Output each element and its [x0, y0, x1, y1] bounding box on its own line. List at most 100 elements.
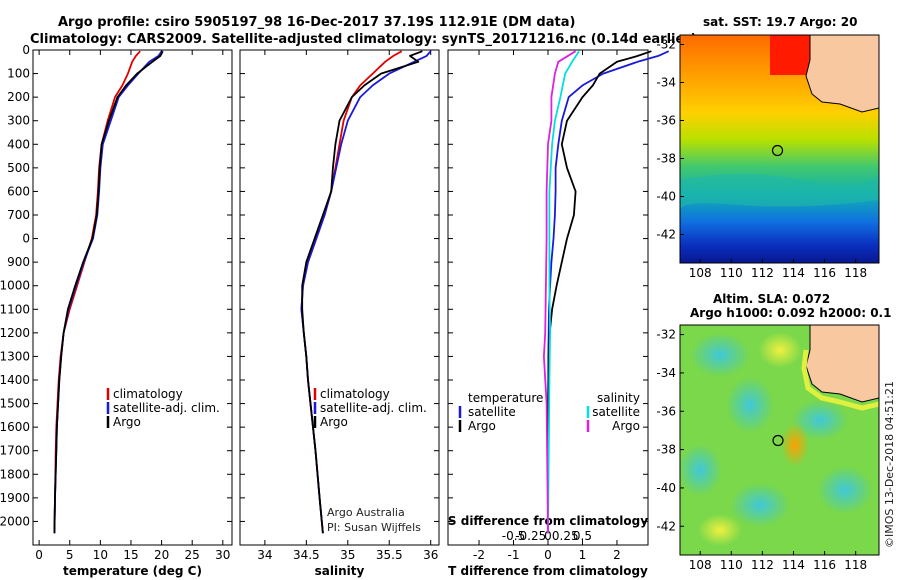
legend-entry: Argo [612, 419, 640, 433]
map-y-tick-label: -36 [656, 404, 676, 418]
y-tick-label: 900 [7, 255, 30, 269]
title-line-2: Climatology: CARS2009. Satellite-adjuste… [30, 32, 697, 47]
map-x-tick-label: 110 [720, 558, 743, 572]
sla-argo-marker [772, 434, 784, 447]
legend-entry: Argo [468, 419, 496, 433]
map-y-tick-label: -36 [656, 114, 676, 128]
map-y-tick-label: -42 [656, 519, 676, 533]
y-tick-label: 0 [22, 232, 30, 246]
map-y-tick-label: -42 [656, 228, 676, 242]
map-x-tick-label: 118 [844, 266, 867, 280]
map-x-tick-label: 112 [751, 266, 774, 280]
y-tick-label: 0 [22, 43, 30, 57]
x-tick-label: 35.5 [376, 548, 403, 562]
y-tick-label: 700 [7, 208, 30, 222]
x-tick-label: 34.5 [293, 548, 320, 562]
x-axis-label: temperature (deg C) [63, 564, 202, 578]
map-y-tick-label: -38 [656, 152, 676, 166]
sla-map-title: Altim. SLA: 0.072 [713, 292, 830, 306]
y-tick-label: 2000 [0, 514, 30, 528]
map-y-tick-label: -40 [656, 190, 676, 204]
sst-map-ticks: 108 110 112 114 116 118 -32 -34 -36 -38 -40 -42 [656, 38, 867, 281]
s-tick-label: 0.5 [573, 529, 592, 543]
y-tick-label: 1200 [0, 326, 30, 340]
y-tick-label: 1000 [0, 279, 30, 293]
sla-coast-land [805, 325, 879, 403]
x-tick-label: 2 [613, 548, 621, 562]
legend-entry: satellite [468, 405, 516, 419]
legend-entry: Argo [320, 415, 348, 429]
series-line-temperature-argo [547, 50, 652, 534]
sla-blob-3 [792, 400, 848, 440]
sla-map-ticks: 108 110 112 114 116 118 -32 -34 -36 -38 -40 -42 [656, 328, 867, 572]
x-tick-label: 30 [215, 548, 230, 562]
plot-frame [239, 49, 440, 546]
map-y-tick-label: -38 [656, 443, 676, 457]
y-tick-label: 1600 [0, 420, 30, 434]
legend-entry: climatology [113, 387, 183, 401]
map-x-tick-label: 108 [689, 558, 712, 572]
x-tick-label: 36 [423, 548, 438, 562]
x-tick-label: 15 [123, 548, 138, 562]
legend-entry: satellite [592, 405, 640, 419]
y-tick-label: 600 [7, 184, 30, 198]
y-tick-label: 1400 [0, 373, 30, 387]
y-tick-label: 1700 [0, 444, 30, 458]
s-tick-label: -0.25 [515, 529, 546, 543]
credit-pi: PI: Susan Wijffels [327, 521, 421, 534]
series-line-argo [301, 50, 423, 534]
legend-entry: satellite-adj. clim. [320, 401, 427, 415]
map-x-tick-label: 114 [782, 266, 805, 280]
x-axis-label: salinity [315, 564, 365, 578]
x-tick-label: 35 [340, 548, 355, 562]
sst-coast-land [805, 35, 879, 113]
title-line-1: Argo profile: csiro 5905197_98 16-Dec-20… [58, 15, 575, 30]
map-y-tick-label: -34 [656, 76, 676, 90]
series-line-satellite-adj-clim- [300, 50, 432, 534]
legend-entry: Argo [113, 415, 141, 429]
y-tick-label: 100 [7, 67, 30, 81]
map-y-tick-label: -40 [656, 481, 676, 495]
sst-map-title: sat. SST: 19.7 Argo: 20 [703, 15, 857, 29]
plot-frame [32, 49, 233, 546]
sla-blob-1 [690, 333, 750, 377]
y-tick-label: 1500 [0, 397, 30, 411]
sst-band [680, 174, 879, 210]
series-line-salinity-satellite [547, 50, 580, 534]
map-x-tick-label: 110 [720, 266, 743, 280]
watermark: ©IMOS 13-Dec-2018 04:51:21 [883, 381, 896, 548]
x-tick-label: 34 [257, 548, 272, 562]
sla-map-subtitle: Argo h1000: 0.092 h2000: 0.1 [690, 306, 891, 320]
sla-blob-4 [680, 444, 722, 496]
s-tick-label: -0.5 [502, 529, 525, 543]
x-tick-label: 10 [93, 548, 108, 562]
sla-map: Altim. SLA: 0.072 Argo h1000: 0.092 h200… [656, 292, 891, 572]
sla-map-frame [679, 324, 880, 556]
y-tick-label: 1300 [0, 349, 30, 363]
legend-entry: climatology [320, 387, 390, 401]
y-tick-label: 500 [7, 161, 30, 175]
legend-title-salinity: salinity [597, 391, 640, 405]
x-axis-label: T difference from climatology [448, 564, 648, 578]
credit-agency: Argo Australia [327, 506, 405, 519]
sst-map-frame [679, 34, 880, 264]
sla-blob-8 [781, 423, 809, 467]
y-tick-label: 200 [7, 90, 30, 104]
x-tick-label: 0 [544, 548, 552, 562]
x-tick-label: -1 [508, 548, 520, 562]
sst-argo-marker [771, 144, 784, 157]
y-tick-label: 1900 [0, 491, 30, 505]
map-x-tick-label: 108 [689, 266, 712, 280]
temperature-panel: 0100200300400500600700090010001100120013… [0, 43, 233, 578]
x-tick-label: 5 [66, 548, 74, 562]
map-x-tick-label: 112 [751, 558, 774, 572]
map-x-tick-label: 116 [813, 266, 836, 280]
x-tick-label: -2 [473, 548, 485, 562]
sla-coast-shelf [801, 349, 879, 411]
y-tick-label: 400 [7, 137, 30, 151]
sla-blob-7 [758, 332, 802, 368]
series-line-argo [53, 50, 164, 534]
map-x-tick-label: 114 [782, 558, 805, 572]
